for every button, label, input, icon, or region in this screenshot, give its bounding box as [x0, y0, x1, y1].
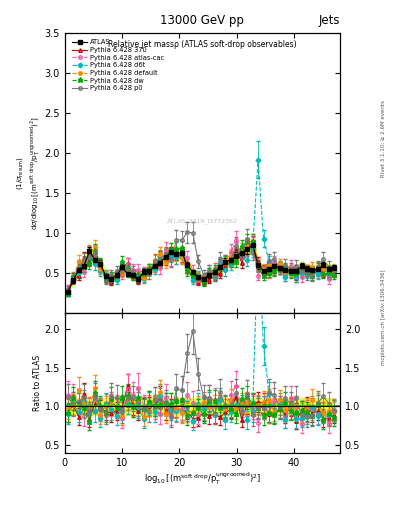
- Text: Relative jet massρ (ATLAS soft-drop observables): Relative jet massρ (ATLAS soft-drop obse…: [108, 40, 297, 49]
- Y-axis label: $(1/\sigma_{\rm resum})$
d$\sigma$/d$\log_{10}$[(m$^{\rm soft\ drop}$/p$_{\rm T}: $(1/\sigma_{\rm resum})$ d$\sigma$/d$\lo…: [15, 116, 42, 230]
- X-axis label: $\log_{10}$[(m$^{\rm soft\ drop}$/p$_{\rm T}^{\rm ungroomed})^2$]: $\log_{10}$[(m$^{\rm soft\ drop}$/p$_{\r…: [144, 471, 261, 487]
- Y-axis label: Ratio to ATLAS: Ratio to ATLAS: [33, 355, 42, 411]
- Legend: ATLAS, Pythia 6.428 370, Pythia 6.428 atlas-cac, Pythia 6.428 d6t, Pythia 6.428 : ATLAS, Pythia 6.428 370, Pythia 6.428 at…: [71, 38, 165, 93]
- Text: mcplots.cern.ch [arXiv:1306.3436]: mcplots.cern.ch [arXiv:1306.3436]: [381, 270, 386, 365]
- Text: Jets: Jets: [318, 14, 340, 27]
- Text: ATLAS_2019_I1772362: ATLAS_2019_I1772362: [167, 218, 238, 224]
- Text: 13000 GeV pp: 13000 GeV pp: [160, 14, 244, 27]
- Text: Rivet 3.1.10; ≥ 2.6M events: Rivet 3.1.10; ≥ 2.6M events: [381, 100, 386, 177]
